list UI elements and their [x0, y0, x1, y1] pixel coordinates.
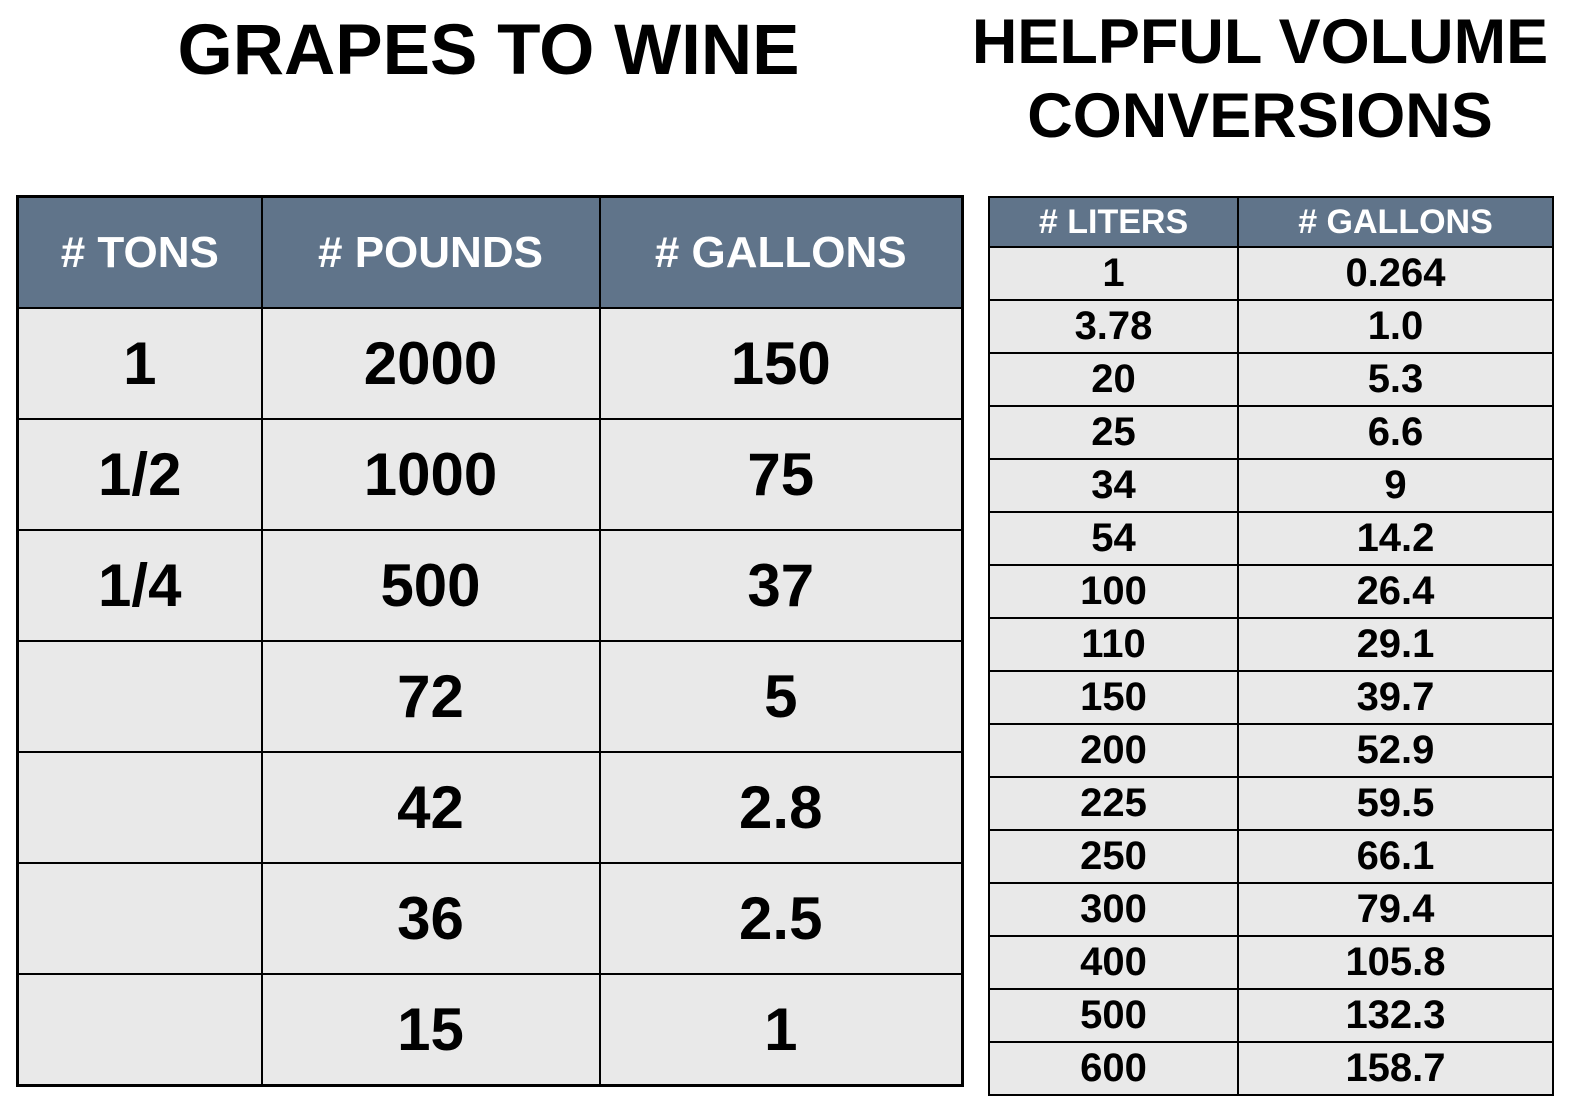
- volume-conversions-table: # LITERS # GALLONS 1 0.264 3.78 1.0 20 5…: [988, 196, 1554, 1096]
- table-row: 600 158.7: [988, 1041, 1554, 1096]
- table-row: 200 52.9: [988, 723, 1554, 778]
- table-cell: 500: [260, 529, 601, 642]
- volume-conversions-title: HELPFUL VOLUME CONVERSIONS: [940, 6, 1574, 153]
- table-cell: 110: [988, 617, 1239, 672]
- table-row: 150 39.7: [988, 670, 1554, 725]
- column-header-gallons: # GALLONS: [1237, 196, 1554, 248]
- table-cell: 0.264: [1237, 246, 1554, 301]
- column-header-pounds: # POUNDS: [260, 195, 601, 309]
- table-row: 250 66.1: [988, 829, 1554, 884]
- table-row: 72 5: [16, 640, 964, 753]
- table-cell: 39.7: [1237, 670, 1554, 725]
- table-cell: 1/4: [16, 529, 263, 642]
- table-row: 1 2000 150: [16, 307, 964, 420]
- table-cell: 54: [988, 511, 1239, 566]
- table-row: 400 105.8: [988, 935, 1554, 990]
- volume-conversions-title-line2: CONVERSIONS: [1027, 80, 1493, 151]
- table-cell: 132.3: [1237, 988, 1554, 1043]
- table-cell: 1.0: [1237, 299, 1554, 354]
- table-cell: [16, 862, 263, 975]
- table-cell: 75: [598, 418, 964, 531]
- table-row: 1 0.264: [988, 246, 1554, 301]
- table-cell: 2.5: [598, 862, 964, 975]
- table-cell: 34: [988, 458, 1239, 513]
- table-cell: 52.9: [1237, 723, 1554, 778]
- table-cell: 300: [988, 882, 1239, 937]
- table-cell: 36: [260, 862, 601, 975]
- table-row: 300 79.4: [988, 882, 1554, 937]
- grapes-to-wine-table: # TONS # POUNDS # GALLONS 1 2000 150 1/2…: [16, 195, 964, 1087]
- table-row: 42 2.8: [16, 751, 964, 864]
- table-cell: 42: [260, 751, 601, 864]
- table-cell: 1000: [260, 418, 601, 531]
- table-cell: 100: [988, 564, 1239, 619]
- table-cell: 66.1: [1237, 829, 1554, 884]
- table-row: 20 5.3: [988, 352, 1554, 407]
- table-row: 110 29.1: [988, 617, 1554, 672]
- table-cell: 150: [988, 670, 1239, 725]
- table-cell: 59.5: [1237, 776, 1554, 831]
- table-cell: 600: [988, 1041, 1239, 1096]
- table-cell: [16, 973, 263, 1087]
- table-cell: 158.7: [1237, 1041, 1554, 1096]
- grapes-to-wine-title: GRAPES TO WINE: [177, 11, 800, 90]
- table-cell: 400: [988, 935, 1239, 990]
- table-cell: 25: [988, 405, 1239, 460]
- table-row: 36 2.5: [16, 862, 964, 975]
- table-row: 500 132.3: [988, 988, 1554, 1043]
- column-header-liters: # LITERS: [988, 196, 1239, 248]
- header-row: # TONS # POUNDS # GALLONS: [16, 195, 964, 309]
- volume-conversions-title-line1: HELPFUL VOLUME: [971, 7, 1549, 77]
- table-cell: 5: [598, 640, 964, 753]
- table-cell: 6.6: [1237, 405, 1554, 460]
- table-cell: 105.8: [1237, 935, 1554, 990]
- table-row: 15 1: [16, 973, 964, 1087]
- table-row: 3.78 1.0: [988, 299, 1554, 354]
- column-header-gallons: # GALLONS: [598, 195, 964, 309]
- table-cell: [16, 751, 263, 864]
- table-cell: 29.1: [1237, 617, 1554, 672]
- table-cell: 150: [598, 307, 964, 420]
- column-header-tons: # TONS: [16, 195, 263, 309]
- table-cell: [16, 640, 263, 753]
- table-row: 54 14.2: [988, 511, 1554, 566]
- table-cell: 1: [598, 973, 964, 1087]
- table-cell: 500: [988, 988, 1239, 1043]
- table-cell: 3.78: [988, 299, 1239, 354]
- table-cell: 1/2: [16, 418, 263, 531]
- table-cell: 14.2: [1237, 511, 1554, 566]
- table-cell: 1: [16, 307, 263, 420]
- table-row: 34 9: [988, 458, 1554, 513]
- table-cell: 26.4: [1237, 564, 1554, 619]
- table-cell: 2.8: [598, 751, 964, 864]
- table-row: 100 26.4: [988, 564, 1554, 619]
- table-cell: 250: [988, 829, 1239, 884]
- table-row: 1/4 500 37: [16, 529, 964, 642]
- table-cell: 9: [1237, 458, 1554, 513]
- header-row: # LITERS # GALLONS: [988, 196, 1554, 248]
- table-cell: 225: [988, 776, 1239, 831]
- table-row: 225 59.5: [988, 776, 1554, 831]
- table-cell: 15: [260, 973, 601, 1087]
- table-cell: 1: [988, 246, 1239, 301]
- table-row: 1/2 1000 75: [16, 418, 964, 531]
- table-cell: 37: [598, 529, 964, 642]
- table-cell: 20: [988, 352, 1239, 407]
- table-cell: 79.4: [1237, 882, 1554, 937]
- table-cell: 5.3: [1237, 352, 1554, 407]
- table-cell: 2000: [260, 307, 601, 420]
- table-cell: 200: [988, 723, 1239, 778]
- table-row: 25 6.6: [988, 405, 1554, 460]
- table-cell: 72: [260, 640, 601, 753]
